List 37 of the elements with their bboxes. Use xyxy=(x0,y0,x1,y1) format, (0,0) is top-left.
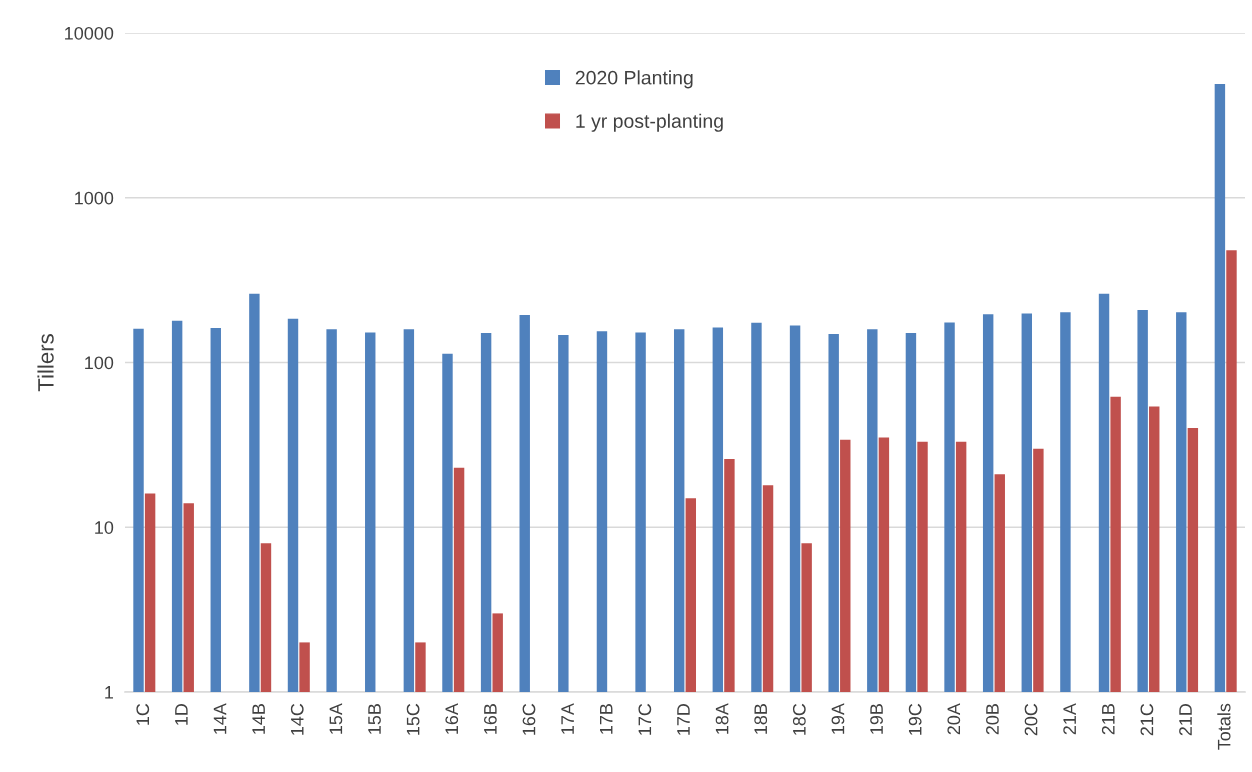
x-tick-label: 14B xyxy=(252,704,265,734)
x-tick-label: 17A xyxy=(561,703,574,734)
x-tick-label: 19B xyxy=(870,704,883,734)
x-tick-label: 15C xyxy=(406,703,420,735)
x-tick-label: 17D xyxy=(677,703,690,735)
x-tick-label: 14C xyxy=(290,703,304,735)
x-tick-label: 21A xyxy=(1063,703,1076,735)
legend-label: 1 yr post-planting xyxy=(576,113,723,132)
x-tick-label: 21B xyxy=(1101,704,1115,735)
x-tick-label: 14A xyxy=(213,703,227,734)
x-tick-label: 15A xyxy=(329,703,343,734)
x-tick-label: 21D xyxy=(1179,703,1192,736)
y-tick-label: 10 xyxy=(95,521,114,534)
x-tick-label: 16C xyxy=(522,703,536,735)
x-tick-label: 17C xyxy=(638,703,652,735)
x-tick-label: 18C xyxy=(792,703,806,735)
x-tick-label: 1C xyxy=(136,703,150,725)
x-tick-label: 18A xyxy=(715,703,729,734)
x-tick-label: 21C xyxy=(1140,703,1154,736)
x-tick-label: 16B xyxy=(483,704,497,734)
y-tick-label: 1000 xyxy=(75,191,114,205)
y-axis-title: Tillers xyxy=(37,334,54,392)
legend-label: 2020 Planting xyxy=(575,70,693,89)
x-tick-label: 16A xyxy=(445,703,459,734)
x-tick-label: 15B xyxy=(368,704,381,734)
x-tick-label: 19C xyxy=(908,703,922,735)
x-tick-label: 20B xyxy=(986,704,999,735)
y-tick-label: 10000 xyxy=(65,26,114,40)
x-tick-label: 20C xyxy=(1024,703,1038,736)
x-tick-label: 19A xyxy=(831,703,845,734)
x-tick-label: 17B xyxy=(600,704,613,734)
x-tick-label: 1D xyxy=(175,703,188,725)
y-tick-label: 1 xyxy=(105,686,114,699)
x-tick-label: 18B xyxy=(754,704,768,734)
x-tick-label: Totals xyxy=(1217,703,1231,750)
x-tick-label: 20A xyxy=(947,703,961,735)
y-tick-label: 100 xyxy=(85,356,114,370)
